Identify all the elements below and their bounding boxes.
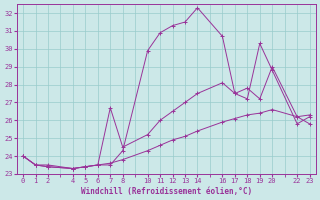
X-axis label: Windchill (Refroidissement éolien,°C): Windchill (Refroidissement éolien,°C) [81, 187, 252, 196]
